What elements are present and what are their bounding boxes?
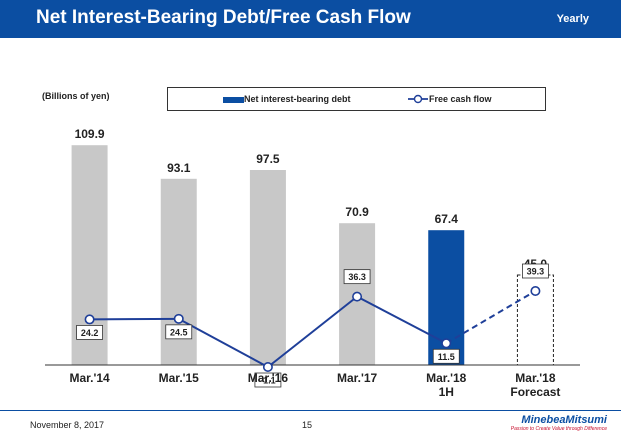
fcf-line-segment-2 [267, 295, 358, 368]
fcf-point-3 [352, 291, 363, 302]
legend-label-fcf: Free cash flow [429, 94, 492, 104]
fcf-value-box-2 [254, 372, 282, 388]
x-tick-label-4-line2: 1H [439, 385, 454, 399]
fcf-line-segment-3 [356, 295, 447, 345]
legend-label-debt: Net interest-bearing debt [244, 94, 351, 104]
brand-name: MinebeaMitsumi [521, 414, 607, 426]
fcf-point-2 [262, 361, 273, 372]
fcf-value-box-1 [165, 324, 193, 340]
bar-value-label-1: 93.1 [167, 161, 191, 175]
fcf-value-box-4 [432, 348, 460, 364]
fcf-value-box-5 [522, 263, 549, 279]
brand-logo: MinebeaMitsumi Passion to Create Value t… [511, 414, 607, 432]
fcf-point-0 [84, 314, 95, 325]
footer-divider [0, 410, 621, 411]
fcf-line-segment-1 [178, 317, 269, 368]
header-bar: Net Interest-Bearing Debt/Free Cash Flow… [0, 0, 621, 38]
bar-2 [249, 170, 286, 365]
page-number: 15 [302, 420, 313, 430]
fcf-point-4 [441, 338, 452, 349]
x-tick-label-0: Mar.'14 [69, 371, 110, 385]
x-tick-label-2: Mar.'16 [248, 371, 289, 385]
x-tick-label-5-line2: Forecast [510, 385, 560, 399]
fcf-value-label-3: 36.3 [348, 272, 366, 282]
page-title: Net Interest-Bearing Debt/Free Cash Flow [36, 7, 411, 28]
bar-value-label-0: 109.9 [75, 127, 105, 141]
fcf-value-label-1: 24.5 [170, 327, 188, 337]
x-tick-label-5: Mar.'18 [515, 371, 556, 385]
units-label: (Billions of yen) [42, 91, 110, 101]
fcf-value-label-2: -1.1 [260, 376, 276, 386]
fcf-line-segment-4 [445, 290, 536, 345]
fcf-value-label-5: 39.3 [527, 267, 545, 277]
fcf-line-segment-0 [89, 317, 179, 321]
fcf-value-box-0 [76, 325, 103, 340]
chart-legend: Net interest-bearing debt Free cash flow [167, 87, 546, 111]
fcf-value-label-4: 11.5 [438, 352, 455, 362]
bar-value-label-3: 70.9 [345, 205, 369, 219]
fcf-value-box-3 [343, 269, 371, 285]
legend-line-swatch [408, 94, 428, 104]
bar-value-label-2: 97.5 [256, 152, 280, 166]
footer-date: November 8, 2017 [30, 420, 105, 430]
x-tick-label-4: Mar.'18 [426, 371, 467, 385]
fcf-point-1 [173, 313, 184, 324]
x-tick-label-1: Mar.'15 [159, 371, 200, 385]
x-tick-label-3: Mar.'17 [337, 371, 378, 385]
bar-value-label-4: 67.4 [435, 212, 459, 226]
fcf-point-5 [530, 285, 541, 296]
brand-tagline: Passion to Create Value through Differen… [510, 426, 607, 432]
legend-bar-swatch [223, 97, 244, 103]
fcf-value-label-0: 24.2 [81, 328, 99, 338]
period-tag: Yearly [556, 13, 589, 25]
